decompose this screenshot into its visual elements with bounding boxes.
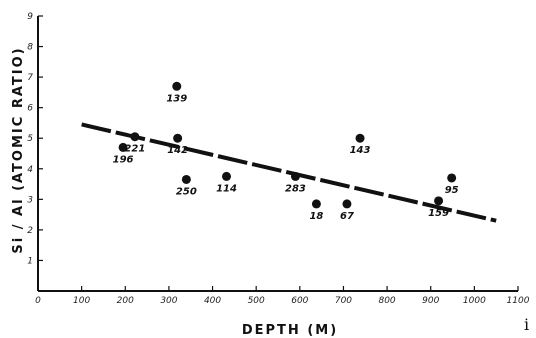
- data-point-label: 283: [285, 183, 306, 194]
- x-tick-label: 400: [204, 296, 221, 306]
- data-point-label: 142: [167, 145, 188, 156]
- data-point-label: 159: [428, 208, 449, 219]
- data-point: [311, 199, 321, 209]
- x-tick-label: 1000: [463, 296, 486, 306]
- x-tick-label: 200: [117, 296, 134, 306]
- x-ticks: 0 100 200 300 400 500 600 700 800 900 1000 1100: [35, 286, 530, 306]
- x-tick-label: 0: [35, 296, 41, 306]
- data-point: [290, 171, 300, 181]
- y-tick-label: 3: [27, 195, 33, 205]
- data-point-label: 18: [309, 211, 323, 222]
- y-axis-title: Si / Al (ATOMIC RATIO): [11, 46, 26, 253]
- corner-mark: i: [524, 315, 529, 334]
- y-tick-label: 6: [27, 104, 33, 114]
- data-point: [172, 81, 182, 91]
- y-tick-label: 1: [27, 256, 33, 266]
- y-tick-label: 8: [27, 43, 33, 53]
- y-tick-label: 4: [27, 165, 33, 175]
- data-point: [130, 132, 140, 142]
- x-tick-label: 900: [422, 296, 439, 306]
- y-ticks: 1 2 3 4 5 6 7 8 9: [27, 12, 43, 266]
- data-point-label: 250: [176, 186, 197, 197]
- x-tick-label: 700: [335, 296, 352, 306]
- x-tick-label: 800: [378, 296, 395, 306]
- data-point: [355, 133, 365, 143]
- data-point-label: 95: [445, 185, 459, 196]
- x-tick-label: 300: [160, 296, 177, 306]
- data-point-label: 221: [124, 144, 145, 155]
- x-tick-label: 100: [73, 296, 90, 306]
- data-point: [181, 174, 191, 184]
- trend-line: [81, 122, 497, 223]
- x-tick-label: 600: [291, 296, 308, 306]
- data-point: [434, 196, 444, 206]
- data-point: [118, 142, 128, 152]
- y-tick-label: 5: [27, 134, 33, 144]
- data-point: [447, 173, 457, 183]
- data-point: [173, 133, 183, 143]
- x-tick-label: 500: [248, 296, 265, 306]
- y-tick-label: 2: [27, 226, 33, 236]
- data-point-label: 139: [166, 93, 187, 104]
- axes: [37, 16, 518, 292]
- data-point-label: 67: [340, 211, 354, 222]
- data-point-label: 143: [350, 145, 371, 156]
- x-tick-label: 1100: [507, 296, 530, 306]
- y-tick-label: 9: [27, 12, 33, 22]
- x-axis-title: DEPTH (M): [242, 323, 338, 338]
- y-tick-label: 7: [27, 73, 33, 83]
- data-point-label: 196: [113, 154, 134, 165]
- data-point: [342, 199, 352, 209]
- data-point: [222, 171, 232, 181]
- data-point-label: 114: [216, 183, 237, 194]
